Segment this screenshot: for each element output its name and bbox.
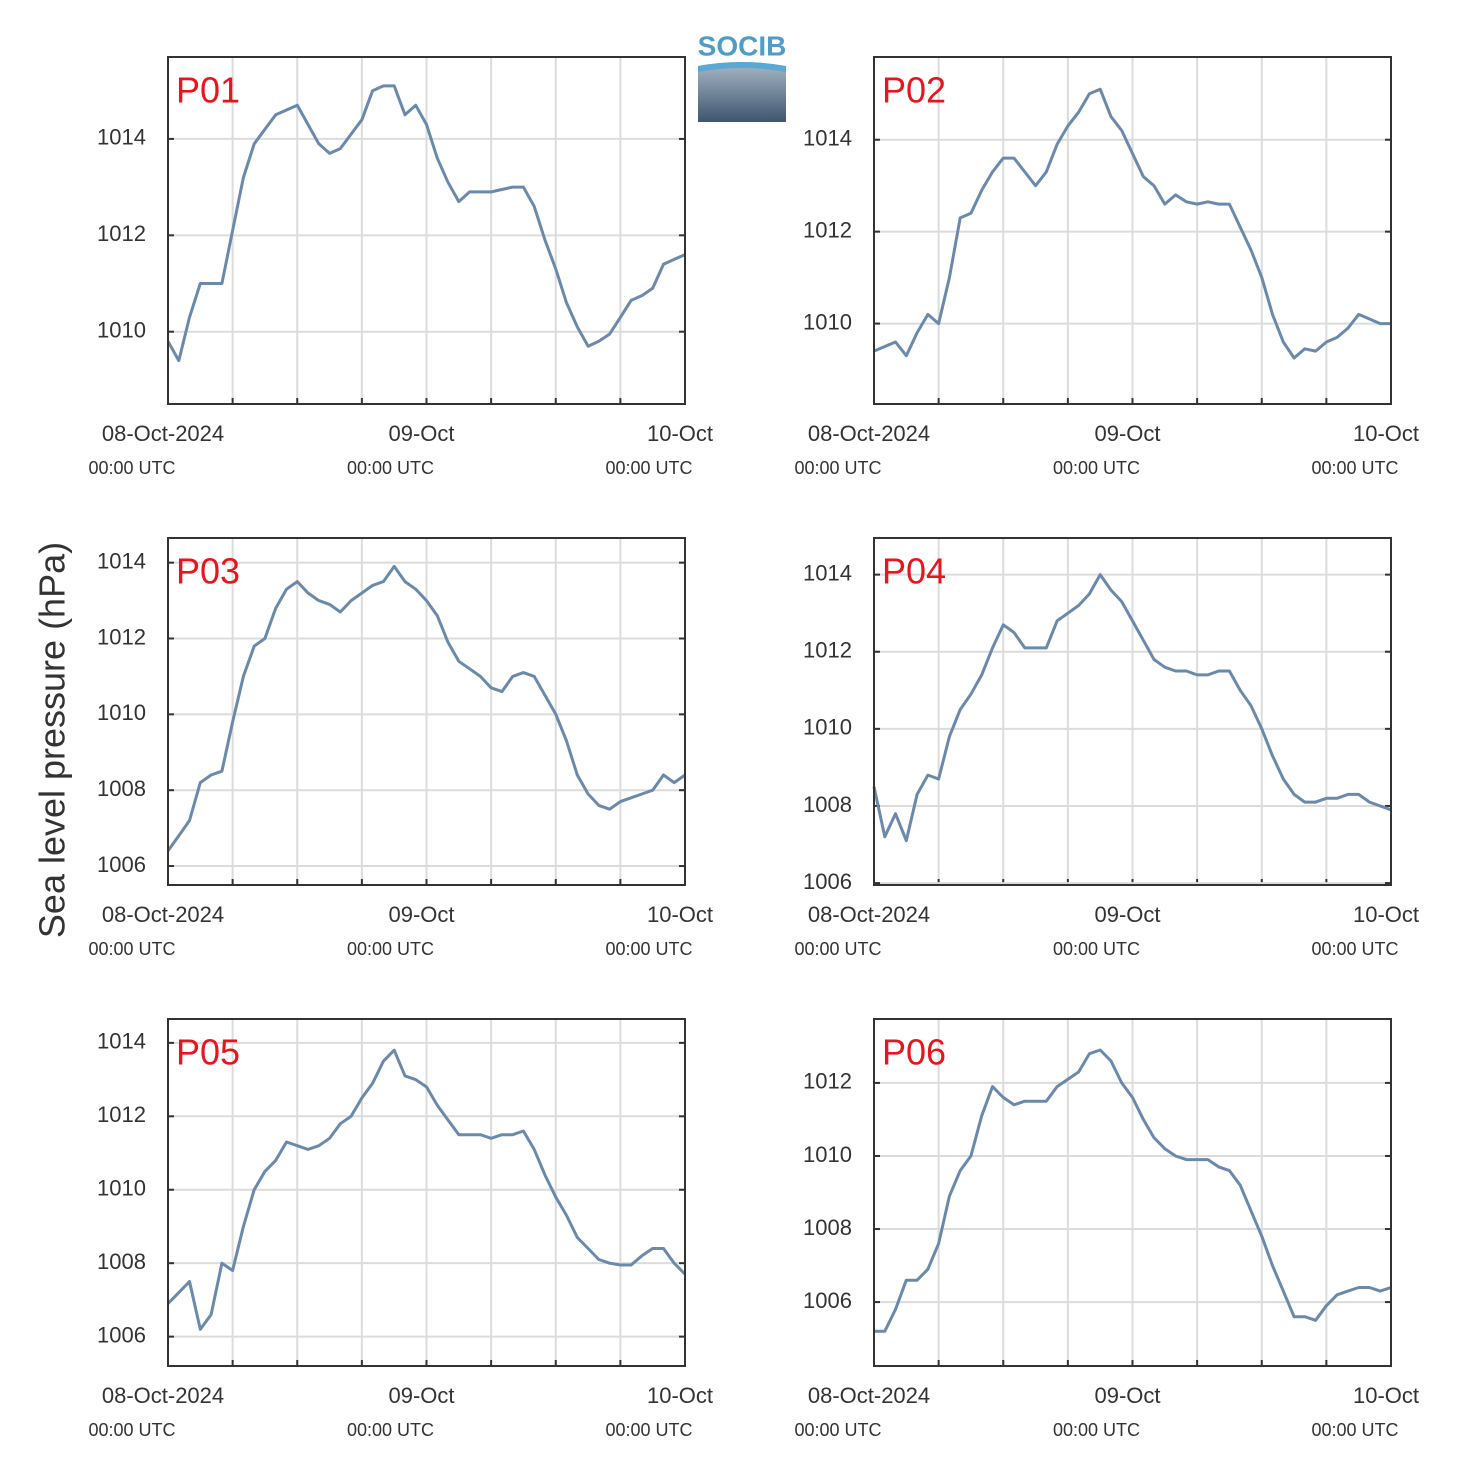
- panel: 1006 1008 1010 1012 1014 08-Oct-2024 00:00 UTC…: [88, 1018, 713, 1440]
- x-tick-label: 08-Oct-2024: [102, 421, 224, 446]
- logo-wave: [698, 62, 786, 72]
- y-tick-label: 1010: [97, 700, 146, 725]
- y-tick-label: 1006: [803, 869, 852, 894]
- y-tick-label: 1014: [97, 125, 146, 150]
- x-tick-sublabel: 00:00 UTC: [347, 1420, 434, 1440]
- x-tick-sublabel: 00:00 UTC: [1311, 458, 1398, 478]
- y-tick-label: 1010: [97, 1176, 146, 1201]
- x-tick-label: 10-Oct: [647, 421, 713, 446]
- y-axis-label: Sea level pressure (hPa): [32, 542, 73, 938]
- panel: 1010 1012 1014 08-Oct-2024 00:00 UTC 09-Oct 00…: [88, 56, 713, 478]
- x-tick-label: 09-Oct: [1094, 421, 1160, 446]
- y-tick-label: 1010: [803, 309, 852, 334]
- y-tick-label: 1012: [97, 1102, 146, 1127]
- x-tick-label: 08-Oct-2024: [808, 902, 930, 927]
- y-tick-label: 1012: [803, 1069, 852, 1094]
- panel: 1006 1008 1010 1012 08-Oct-2024 00:00 UTC 09-O…: [794, 1018, 1419, 1440]
- panel-title: P04: [882, 551, 946, 592]
- x-tick-sublabel: 00:00 UTC: [347, 939, 434, 959]
- x-tick-sublabel: 00:00 UTC: [1053, 458, 1140, 478]
- pressure-line: [872, 573, 1392, 843]
- y-tick-label: 1008: [97, 776, 146, 801]
- y-tick-label: 1008: [97, 1249, 146, 1274]
- y-tick-label: 1010: [803, 715, 852, 740]
- pressure-line: [166, 564, 686, 852]
- y-tick-label: 1008: [803, 1215, 852, 1240]
- y-tick-label: 1008: [803, 792, 852, 817]
- x-tick-sublabel: 00:00 UTC: [347, 458, 434, 478]
- y-tick-label: 1014: [97, 548, 146, 573]
- y-tick-label: 1012: [97, 221, 146, 246]
- axes-frame: [167, 1018, 686, 1367]
- x-tick-sublabel: 00:00 UTC: [605, 1420, 692, 1440]
- panel: 1010 1012 1014 08-Oct-2024 00:00 UTC 09-Oct 00…: [794, 56, 1419, 478]
- axes-frame: [873, 537, 1392, 886]
- y-tick-label: 1006: [97, 852, 146, 877]
- x-tick-label: 08-Oct-2024: [808, 421, 930, 446]
- logo: SOCIB: [698, 30, 787, 122]
- x-tick-sublabel: 00:00 UTC: [88, 458, 175, 478]
- x-tick-label: 09-Oct: [1094, 1383, 1160, 1408]
- y-tick-label: 1012: [803, 638, 852, 663]
- x-tick-sublabel: 00:00 UTC: [794, 1420, 881, 1440]
- x-tick-label: 10-Oct: [647, 902, 713, 927]
- y-tick-label: 1010: [803, 1142, 852, 1167]
- x-tick-label: 08-Oct-2024: [102, 1383, 224, 1408]
- x-tick-label: 10-Oct: [1353, 902, 1419, 927]
- y-tick-label: 1012: [97, 624, 146, 649]
- axes-frame: [873, 56, 1392, 405]
- x-tick-sublabel: 00:00 UTC: [1053, 939, 1140, 959]
- axes-frame: [167, 537, 686, 886]
- x-tick-sublabel: 00:00 UTC: [605, 458, 692, 478]
- x-tick-sublabel: 00:00 UTC: [88, 1420, 175, 1440]
- x-tick-label: 09-Oct: [388, 421, 454, 446]
- x-tick-sublabel: 00:00 UTC: [1053, 1420, 1140, 1440]
- panel: 1006 1008 1010 1012 1014 08-Oct-2024 00:00 UTC…: [794, 537, 1419, 959]
- x-tick-label: 09-Oct: [1094, 902, 1160, 927]
- panel: 1006 1008 1010 1012 1014 08-Oct-2024 00:00 UTC…: [88, 537, 713, 959]
- axes-frame: [167, 56, 686, 405]
- pressure-line: [166, 1048, 687, 1331]
- x-tick-label: 10-Oct: [1353, 1383, 1419, 1408]
- panel-title: P05: [176, 1032, 240, 1073]
- axes-frame: [873, 1018, 1392, 1367]
- pressure-line: [873, 87, 1391, 360]
- x-tick-label: 10-Oct: [647, 1383, 713, 1408]
- pressure-line: [166, 84, 686, 363]
- x-tick-label: 08-Oct-2024: [102, 902, 224, 927]
- y-tick-label: 1014: [803, 560, 852, 585]
- y-tick-label: 1006: [803, 1288, 852, 1313]
- x-tick-label: 08-Oct-2024: [808, 1383, 930, 1408]
- x-tick-label: 09-Oct: [388, 902, 454, 927]
- x-tick-sublabel: 00:00 UTC: [794, 939, 881, 959]
- y-tick-label: 1010: [97, 318, 146, 343]
- x-tick-sublabel: 00:00 UTC: [1311, 939, 1398, 959]
- x-tick-sublabel: 00:00 UTC: [88, 939, 175, 959]
- x-tick-sublabel: 00:00 UTC: [605, 939, 692, 959]
- x-tick-label: 09-Oct: [388, 1383, 454, 1408]
- y-tick-label: 1006: [97, 1322, 146, 1347]
- pressure-line: [874, 1048, 1392, 1333]
- y-tick-label: 1012: [803, 217, 852, 242]
- logo-text: SOCIB: [698, 30, 787, 61]
- y-tick-label: 1014: [97, 1029, 146, 1054]
- logo-mark: [698, 62, 786, 122]
- panel-title: P03: [176, 551, 240, 592]
- panel-title: P06: [882, 1032, 946, 1073]
- panel-title: P02: [882, 70, 946, 111]
- x-tick-label: 10-Oct: [1353, 421, 1419, 446]
- x-tick-sublabel: 00:00 UTC: [794, 458, 881, 478]
- panel-title: P01: [176, 70, 240, 111]
- x-tick-sublabel: 00:00 UTC: [1311, 1420, 1398, 1440]
- y-tick-label: 1014: [803, 126, 852, 151]
